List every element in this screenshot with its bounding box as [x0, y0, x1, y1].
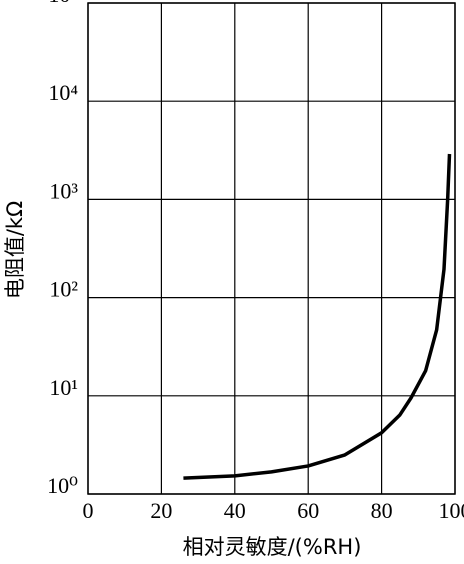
- x-tick-label: 40: [224, 498, 246, 523]
- x-tick-label: 60: [297, 498, 319, 523]
- y-axis-label: 电阻值/kΩ: [3, 201, 27, 299]
- x-tick-label: 100: [439, 498, 464, 523]
- x-axis-label: 相对灵敏度/(%RH): [183, 535, 362, 559]
- x-tick-label: 20: [150, 498, 172, 523]
- y-tick-label: 10⁴: [48, 80, 78, 105]
- y-tick-label: 10³: [49, 178, 78, 203]
- y-tick-label: 10⁵: [48, 0, 78, 7]
- plot-frame: [87, 2, 456, 495]
- y-tick-label: 10¹: [49, 375, 78, 400]
- y-tick-label: 10⁰: [47, 473, 78, 498]
- x-tick-label: 0: [83, 498, 94, 523]
- y-tick-label: 10²: [49, 277, 78, 302]
- data-line: [183, 153, 452, 480]
- x-tick-label: 80: [371, 498, 393, 523]
